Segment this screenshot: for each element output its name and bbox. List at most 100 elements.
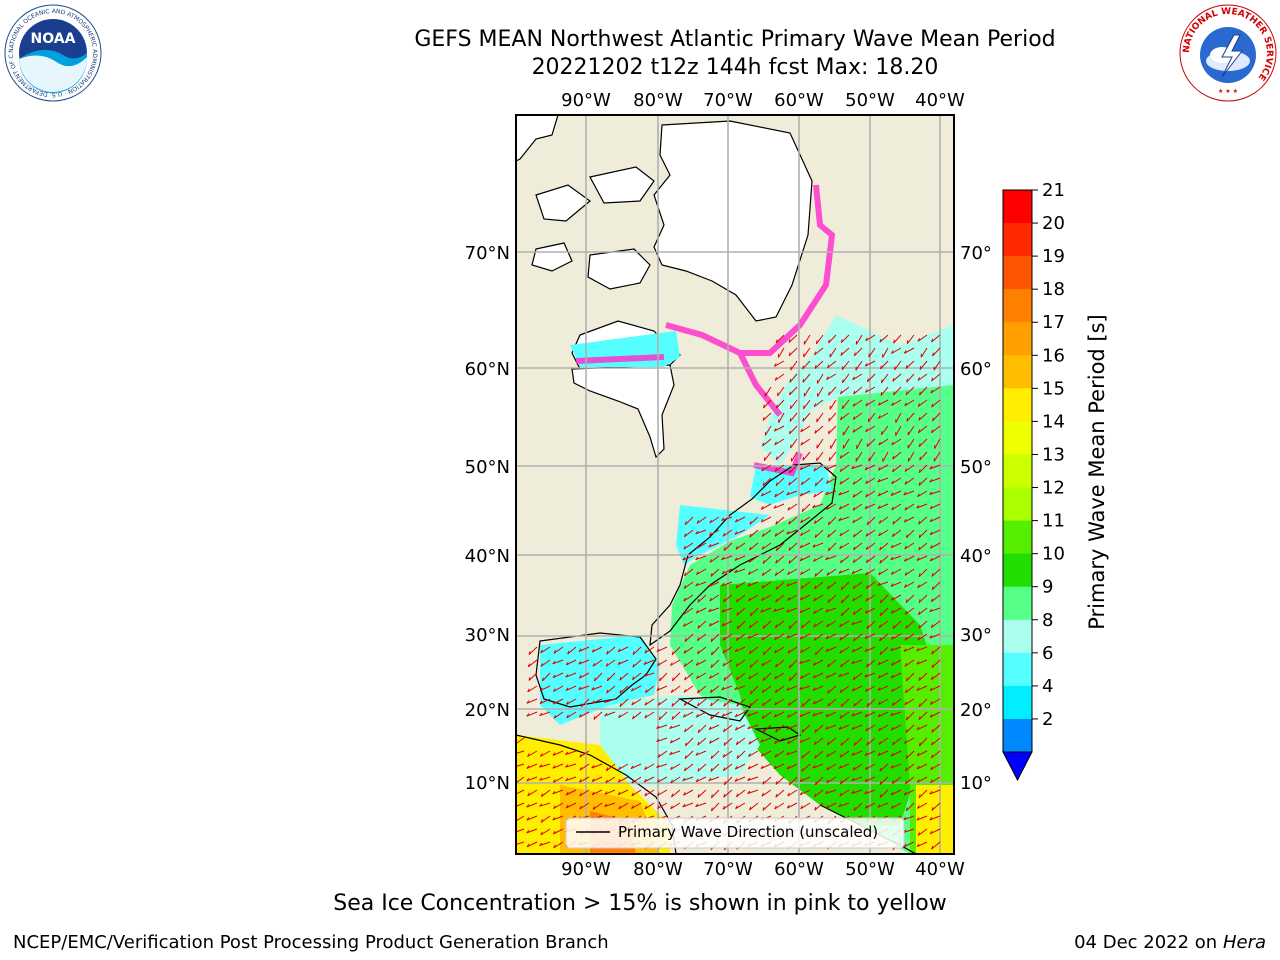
- wave-arrow: [929, 477, 941, 483]
- wave-arrow-head: [893, 391, 895, 396]
- wave-arrow: [840, 334, 850, 344]
- wave-arrow: [865, 542, 876, 551]
- wave-arrow: [775, 334, 785, 344]
- wave-arrow: [800, 568, 811, 576]
- wave-arrow-head: [774, 649, 777, 654]
- wave-arrow: [868, 347, 876, 358]
- wave-arrow: [812, 503, 824, 509]
- wave-arrow: [540, 789, 551, 798]
- wave-arrow: [526, 841, 538, 848]
- wave-arrow-head: [852, 481, 856, 485]
- wave-arrow: [669, 724, 681, 729]
- wave-arrow: [684, 724, 694, 733]
- wave-arrow: [868, 451, 876, 462]
- wave-arrow-head: [788, 547, 791, 551]
- wave-arrow-head: [903, 350, 907, 354]
- wave-arrow: [826, 503, 837, 511]
- wave-arrow: [553, 711, 564, 719]
- wave-arrow: [761, 464, 772, 472]
- wave-arrow-head: [814, 534, 817, 538]
- wave-arrow: [865, 334, 876, 342]
- wave-arrow-head: [879, 637, 882, 642]
- wave-arrow: [852, 607, 863, 616]
- wave-arrow-head: [827, 533, 830, 538]
- wave-arrow-head: [877, 492, 881, 497]
- colorbar-block: [1003, 190, 1032, 224]
- wave-arrow: [657, 659, 668, 667]
- colorbar-tick-label: 12: [1042, 478, 1065, 499]
- wave-arrow: [516, 841, 525, 846]
- wave-arrow-head: [683, 702, 687, 706]
- wave-arrow: [786, 490, 798, 496]
- wave-arrow: [722, 646, 733, 654]
- wave-arrow: [775, 659, 785, 668]
- wave-arrow-head: [774, 740, 777, 744]
- wave-arrow-head: [904, 689, 908, 693]
- wave-arrow-head: [916, 504, 920, 509]
- wave-arrow-head: [552, 779, 556, 783]
- wave-arrow: [516, 828, 525, 833]
- wave-arrow-head: [799, 686, 803, 690]
- wave-arrow-head: [708, 622, 712, 627]
- wave-arrow: [799, 789, 811, 796]
- wave-arrow: [516, 763, 525, 767]
- wave-arrow-head: [866, 703, 869, 707]
- wave-arrow-head: [736, 676, 739, 681]
- wave-arrow: [882, 347, 889, 358]
- wave-arrow-head: [931, 664, 934, 668]
- wave-arrow: [683, 542, 694, 550]
- wave-arrow-head: [827, 521, 830, 526]
- wave-arrow-head: [539, 777, 543, 781]
- wave-arrow: [931, 373, 941, 382]
- wave-arrow-head: [916, 557, 920, 561]
- wave-arrow: [840, 347, 850, 356]
- wave-arrow-head: [814, 573, 817, 577]
- wave-arrow: [865, 555, 876, 564]
- wave-arrow: [672, 672, 681, 682]
- wave-arrow: [931, 841, 941, 850]
- wave-arrow: [723, 776, 733, 786]
- wave-arrow-head: [904, 662, 908, 667]
- wave-arrow-head: [749, 624, 752, 629]
- wave-arrow-head: [709, 597, 712, 602]
- wave-arrow: [735, 724, 746, 731]
- wave-arrow-head: [878, 532, 881, 537]
- wave-arrow-head: [762, 417, 765, 421]
- wave-arrow-head: [684, 521, 687, 525]
- lat-label: 40°N: [465, 546, 510, 567]
- wave-arrow: [929, 607, 941, 613]
- wave-arrow-head: [929, 714, 933, 718]
- wave-arrow: [604, 802, 616, 807]
- wave-arrow: [774, 373, 785, 381]
- wave-arrow-head: [827, 430, 830, 435]
- colorbar-tick-label: 6: [1042, 643, 1053, 664]
- colorbar-tick-label: 21: [1042, 180, 1065, 201]
- wave-arrow-head: [775, 663, 778, 668]
- wave-arrow-head: [813, 520, 817, 524]
- wave-arrow-head: [879, 767, 882, 772]
- wave-arrow-head: [865, 493, 868, 498]
- wave-arrow: [800, 672, 811, 680]
- wave-arrow-head: [801, 624, 804, 629]
- wave-arrow-head: [918, 482, 921, 486]
- wave-arrow: [803, 347, 811, 358]
- wave-arrow-head: [632, 663, 635, 668]
- wave-arrow-head: [579, 753, 582, 758]
- wave-arrow-head: [929, 518, 933, 522]
- wave-arrow-head: [786, 634, 790, 639]
- wave-arrow-head: [931, 741, 934, 746]
- wave-arrow-head: [851, 713, 855, 717]
- wave-arrow: [708, 620, 720, 627]
- wave-arrow: [892, 737, 902, 746]
- wave-arrow-head: [669, 751, 673, 755]
- wave-arrow: [864, 672, 876, 678]
- wave-arrow: [696, 672, 707, 680]
- wave-arrow-head: [774, 624, 778, 628]
- wave-arrow: [630, 763, 642, 770]
- wave-arrow-head: [878, 441, 881, 446]
- wave-arrow: [929, 633, 941, 639]
- wave-arrow-head: [801, 508, 804, 512]
- wave-arrow-head: [618, 805, 621, 810]
- wave-arrow-head: [919, 391, 921, 396]
- wave-arrow: [852, 490, 863, 498]
